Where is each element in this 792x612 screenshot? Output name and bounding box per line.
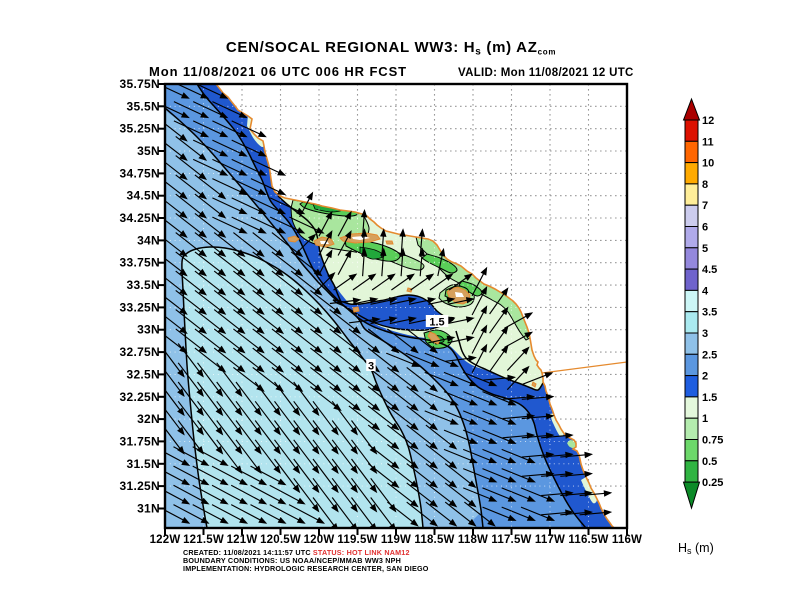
svg-text:35.5N: 35.5N xyxy=(126,99,160,113)
svg-text:34.5N: 34.5N xyxy=(126,189,160,203)
svg-text:116W: 116W xyxy=(612,534,642,546)
svg-text:118W: 118W xyxy=(458,534,488,546)
svg-text:IMPLEMENTATION: HYDROLOGIC RES: IMPLEMENTATION: HYDROLOGIC RESEARCH CENT… xyxy=(183,564,429,573)
svg-text:2: 2 xyxy=(702,371,708,383)
svg-text:34.75N: 34.75N xyxy=(120,166,161,180)
svg-text:0.75: 0.75 xyxy=(702,435,723,447)
svg-text:8: 8 xyxy=(702,179,708,191)
svg-text:3: 3 xyxy=(702,328,708,340)
svg-text:33.5N: 33.5N xyxy=(126,278,160,292)
svg-text:Hs (m): Hs (m) xyxy=(678,541,714,556)
svg-text:Mon 11/08/2021 06 UTC 006 HR F: Mon 11/08/2021 06 UTC 006 HR FCST xyxy=(149,64,407,79)
svg-text:35.75N: 35.75N xyxy=(120,77,161,91)
svg-text:BOUNDARY CONDITIONS: US NOAA/N: BOUNDARY CONDITIONS: US NOAA/NCEP/MMAB W… xyxy=(183,556,401,565)
svg-text:121W: 121W xyxy=(227,534,258,546)
svg-text:117W: 117W xyxy=(535,534,565,546)
svg-text:120.5W: 120.5W xyxy=(260,534,301,546)
svg-text:0.25: 0.25 xyxy=(702,477,723,489)
svg-text:31.75N: 31.75N xyxy=(120,434,161,448)
svg-text:32.25N: 32.25N xyxy=(120,390,161,404)
svg-text:120W: 120W xyxy=(304,534,335,546)
svg-text:10: 10 xyxy=(702,158,714,170)
svg-text:34N: 34N xyxy=(137,233,160,247)
svg-text:122W: 122W xyxy=(150,534,181,546)
svg-text:2.5: 2.5 xyxy=(702,349,717,361)
svg-text:33.75N: 33.75N xyxy=(120,256,161,270)
svg-text:119W: 119W xyxy=(381,534,411,546)
svg-text:CREATED: 11/08/2021 14:11:57 U: CREATED: 11/08/2021 14:11:57 UTC STATUS:… xyxy=(183,548,410,557)
svg-text:117.5W: 117.5W xyxy=(491,534,531,546)
svg-text:35.25N: 35.25N xyxy=(120,122,161,136)
svg-text:CEN/SOCAL REGIONAL WW3: Hs (m): CEN/SOCAL REGIONAL WW3: Hs (m) AZcom xyxy=(226,39,556,58)
svg-text:5: 5 xyxy=(702,243,708,255)
svg-text:32.75N: 32.75N xyxy=(120,345,161,359)
svg-text:35N: 35N xyxy=(137,144,160,158)
svg-text:4: 4 xyxy=(702,285,709,297)
svg-text:1.5: 1.5 xyxy=(702,392,717,404)
svg-text:33.25N: 33.25N xyxy=(120,300,161,314)
svg-text:119.5W: 119.5W xyxy=(337,534,377,546)
svg-text:11: 11 xyxy=(702,136,714,148)
svg-text:0.5: 0.5 xyxy=(702,456,717,468)
svg-text:34.25N: 34.25N xyxy=(120,211,161,225)
svg-text:3: 3 xyxy=(368,361,374,373)
svg-text:6: 6 xyxy=(702,222,708,234)
svg-text:7: 7 xyxy=(702,200,708,212)
svg-text:1: 1 xyxy=(702,413,708,425)
svg-text:118.5W: 118.5W xyxy=(414,534,454,546)
svg-text:VALID: Mon 11/08/2021 12 UTC: VALID: Mon 11/08/2021 12 UTC xyxy=(458,67,634,79)
svg-text:116.5W: 116.5W xyxy=(568,534,608,546)
svg-text:1.5: 1.5 xyxy=(429,317,444,329)
svg-text:4.5: 4.5 xyxy=(702,264,717,276)
svg-text:3.5: 3.5 xyxy=(702,307,717,319)
svg-text:121.5W: 121.5W xyxy=(183,534,224,546)
svg-text:33N: 33N xyxy=(137,323,160,337)
svg-text:12: 12 xyxy=(702,115,714,127)
svg-text:31N: 31N xyxy=(137,502,160,516)
svg-text:31.25N: 31.25N xyxy=(120,479,161,493)
svg-text:32.5N: 32.5N xyxy=(126,367,160,381)
svg-text:31.5N: 31.5N xyxy=(126,457,160,471)
svg-text:32N: 32N xyxy=(137,412,160,426)
